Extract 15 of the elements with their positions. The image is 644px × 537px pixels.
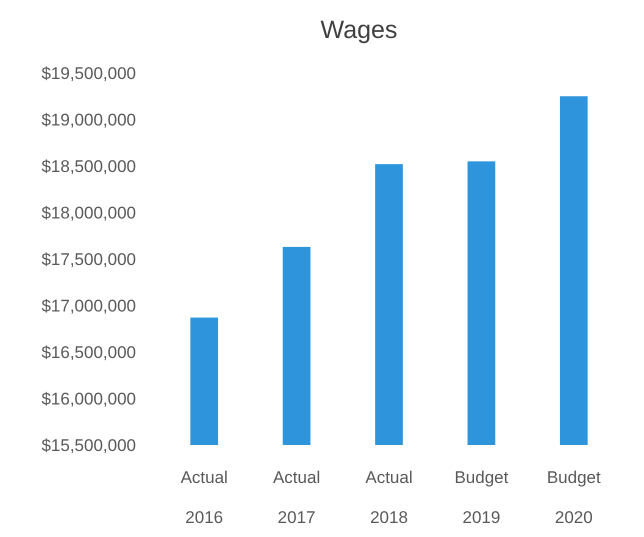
- y-tick-label: $19,000,000: [41, 110, 136, 130]
- category-label: Actual 2017: [272, 468, 320, 527]
- category-label: Actual 2016: [180, 468, 228, 527]
- y-tick-label: $18,000,000: [41, 203, 136, 222]
- y-tick-label: $16,000,000: [41, 389, 136, 408]
- y-tick-label: $17,000,000: [41, 296, 136, 316]
- category-label: Actual 2018: [365, 468, 413, 527]
- y-tick-label: $19,500,000: [41, 64, 136, 83]
- y-tick-label: $18,500,000: [41, 156, 136, 176]
- y-tick-label: $16,500,000: [41, 342, 136, 362]
- y-tick-label: $15,500,000: [41, 436, 136, 455]
- chart-title: Wages: [320, 16, 398, 44]
- category-label: Budget 2019: [454, 468, 508, 527]
- y-tick-label: $17,500,000: [41, 250, 136, 269]
- category-label: Budget 2020: [546, 468, 601, 527]
